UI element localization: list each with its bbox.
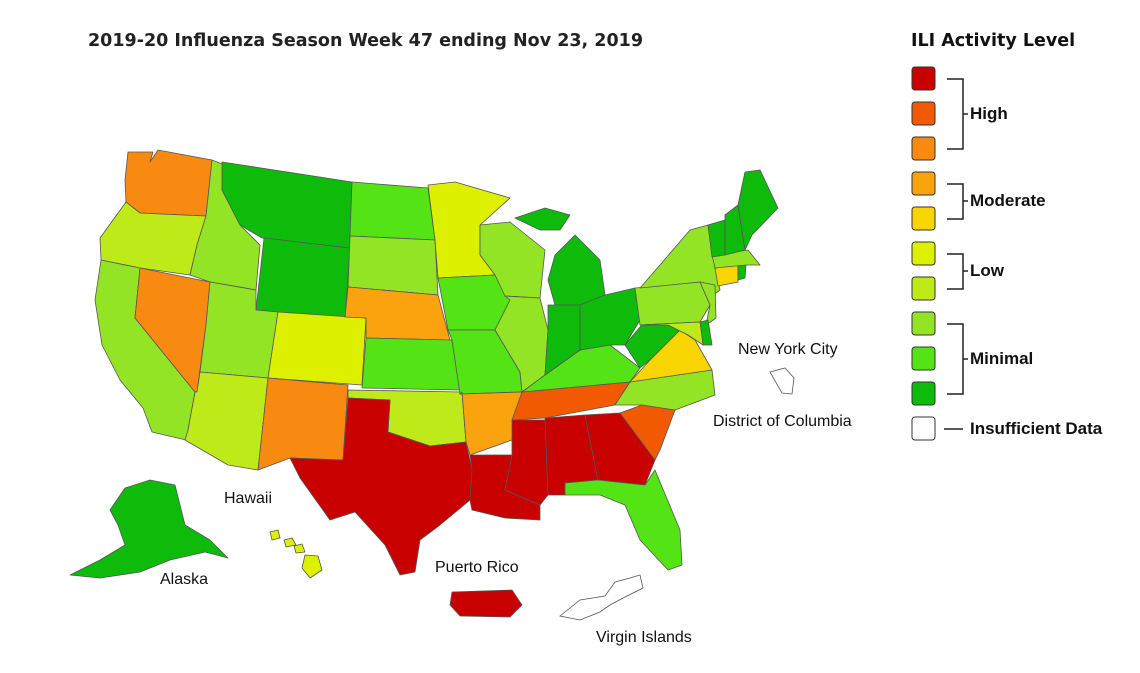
state-TX[interactable] — [289, 397, 473, 576]
legend-swatch-level2 — [911, 346, 936, 371]
label-hawaii: Hawaii — [224, 490, 272, 507]
legend-title: ILI Activity Level — [911, 31, 1076, 51]
state-GA[interactable] — [584, 412, 656, 486]
state-IN[interactable] — [544, 304, 581, 376]
state-MD[interactable] — [639, 321, 704, 346]
state-FL[interactable] — [564, 469, 683, 571]
bracket-high — [947, 78, 964, 150]
legend-swatch-level7 — [911, 171, 936, 196]
legend-swatch-level5 — [911, 241, 936, 266]
legend-swatch-level8 — [911, 136, 936, 161]
bracket-low — [947, 253, 964, 290]
state-ME[interactable] — [737, 169, 779, 251]
label-puerto-rico: Puerto Rico — [435, 559, 519, 576]
bracket-moderate — [947, 183, 964, 220]
label-dc: District of Columbia — [713, 413, 852, 430]
legend-swatch-level9 — [911, 101, 936, 126]
state-OH[interactable] — [579, 287, 641, 351]
label-nyc: New York City — [738, 341, 838, 358]
bracket-minimal — [947, 323, 964, 395]
legend-swatch-level3 — [911, 311, 936, 336]
state-AK[interactable] — [69, 479, 229, 579]
legend-label-low: Low — [970, 261, 1004, 280]
label-alaska: Alaska — [160, 571, 208, 588]
map-title: 2019-20 Influenza Season Week 47 ending … — [88, 31, 643, 51]
legend-label-moderate: Moderate — [970, 191, 1046, 210]
state-MI-upper[interactable] — [514, 207, 571, 231]
legend-swatch-level4 — [911, 276, 936, 301]
legend-swatch-level6 — [911, 206, 936, 231]
state-HI[interactable] — [269, 529, 323, 579]
legend-label-insufficient: Insufficient Data — [970, 419, 1103, 438]
state-SC[interactable] — [619, 404, 676, 461]
legend-label-high: High — [970, 104, 1008, 123]
legend-label-minimal: Minimal — [970, 349, 1034, 368]
state-PR[interactable] — [449, 589, 523, 618]
legend-swatch-insufficient — [911, 416, 936, 441]
state-NJ[interactable] — [699, 281, 717, 326]
legend-swatch-level1 — [911, 381, 936, 406]
virgin-islands-shape[interactable] — [559, 574, 644, 621]
nyc-shape[interactable] — [769, 367, 795, 395]
legend-swatch-level10 — [911, 66, 936, 91]
label-virgin-islands: Virgin Islands — [596, 629, 692, 646]
